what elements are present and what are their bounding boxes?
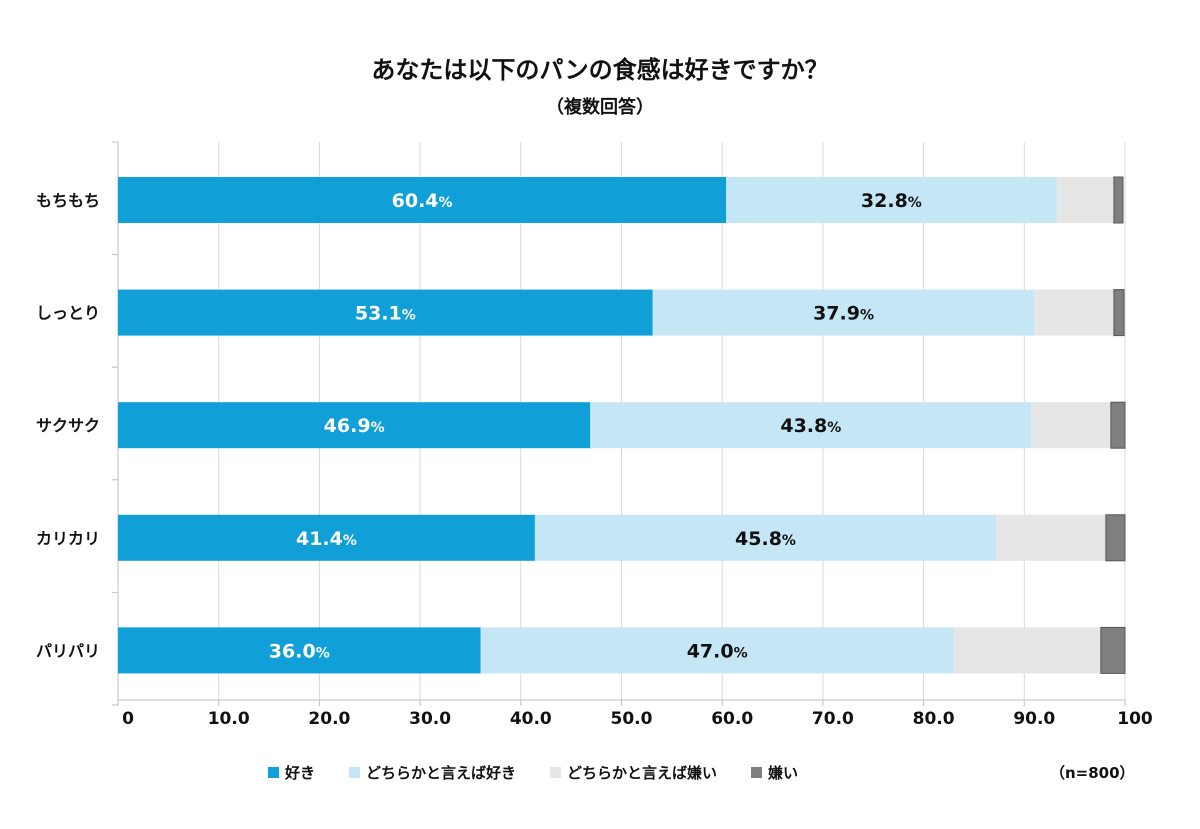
data-label: 53.1% [355,303,416,325]
category-label: パリパリ [36,641,100,660]
bar-segment [1031,402,1111,449]
data-label: 36.0% [269,640,330,662]
x-tick-label: 50.0 [611,709,653,729]
x-tick-label: 60.0 [711,709,753,729]
x-tick-label: 30.0 [409,709,451,729]
data-label: 47.0% [687,640,748,662]
x-tick-label: 80.0 [913,709,955,729]
legend-swatch-like [268,767,279,778]
chart-legend: 好き どちらかと言えば好き どちらかと言えば嫌い 嫌い [268,762,832,783]
bar-segment [118,402,591,449]
legend-label-like: 好き [285,764,316,782]
legend-item-dislike: 嫌い [751,762,798,783]
category-label: カリカリ [36,529,100,548]
data-label: 60.4% [392,190,453,212]
data-label: 37.9% [813,303,874,325]
data-label: 46.9% [324,415,385,437]
bar-segment [534,514,997,561]
bar-segment [652,289,1035,336]
legend-label-somewhat-dislike: どちらかと言えば嫌い [567,764,718,782]
x-tick-label: 40.0 [510,709,552,729]
bar-segment [118,289,653,336]
bar-segment [590,402,1032,449]
legend-item-like: 好き [268,762,315,783]
x-tick-label: 0 [122,709,134,729]
bar-segment [996,514,1106,561]
sample-size-note: （n=800） [1050,764,1135,782]
bar-segment [1034,289,1114,336]
bar-segment [480,627,954,674]
legend-item-somewhat-dislike: どちらかと言えば嫌い [550,762,717,783]
legend-swatch-dislike [751,767,763,778]
bar-segment [1056,177,1114,223]
bar-segment [118,177,727,223]
bar-segment [953,627,1101,674]
x-tick-label: 20.0 [308,709,350,729]
legend-swatch-somewhat-like [349,767,361,778]
bar-segment [118,514,535,561]
x-tick-label: 10.0 [208,709,250,729]
data-label: 43.8% [780,415,841,437]
chart-title: あなたは以下のパンの食感は好きですか？ [371,56,829,84]
bar-segment [1105,514,1126,562]
bar-segment [1113,289,1125,337]
x-tick-label: 90.0 [1013,709,1055,729]
bar-segment [1110,401,1126,449]
x-tick-label: 100 [1117,709,1153,729]
data-label: 45.8% [735,528,796,550]
bar-segment [726,177,1057,223]
bar-segment [1113,176,1124,224]
legend-label-somewhat-like: どちらかと言えば好き [366,764,517,782]
bar-segment [1100,626,1126,674]
category-label: しっとり [36,304,100,323]
legend-swatch-somewhat-dislike [550,767,562,778]
x-tick-label: 70.0 [812,709,854,729]
data-label: 32.8% [861,190,922,212]
category-label: サクサク [36,416,100,435]
category-label: もちもち [36,191,100,210]
legend-item-somewhat-like: どちらかと言えば好き [349,762,516,783]
bar-segment [118,627,481,674]
chart-subtitle: （複数回答） [546,97,654,118]
legend-label-dislike: 嫌い [768,764,799,782]
data-label: 41.4% [296,528,357,550]
